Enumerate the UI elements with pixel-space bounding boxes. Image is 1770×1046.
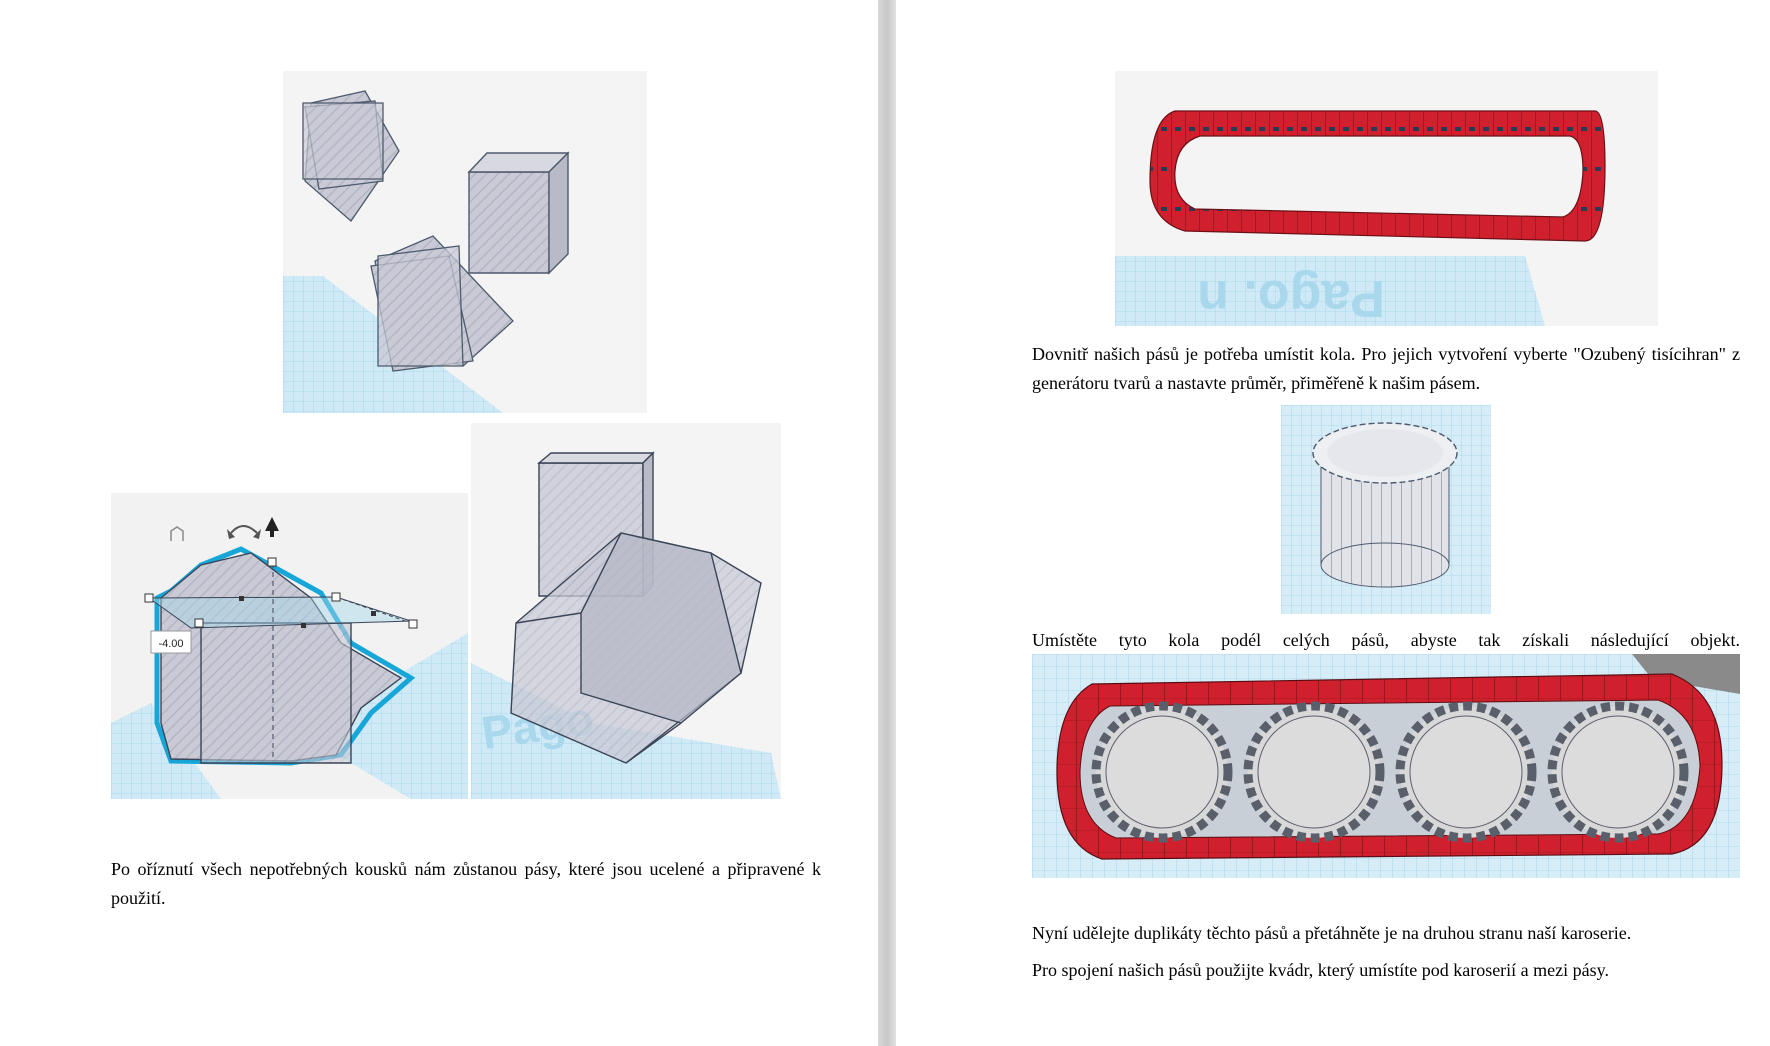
right-paragraph-4: Pro spojení našich pásů použijte kvádr, … (1032, 960, 1609, 980)
measure-value: -4.00 (158, 638, 183, 650)
figure-gear (1281, 405, 1491, 614)
right-paragraph-1: Dovnitř našich pásů je potřeba umístit k… (1032, 344, 1740, 393)
figure-scattered-cubes (283, 71, 647, 413)
left-page: -4.00 (0, 0, 878, 1046)
rotate-arrow-icon (227, 525, 261, 539)
figure-track-wheels (1032, 654, 1740, 878)
selection-measure-svg: -4.00 (111, 517, 468, 799)
track-loop-svg: Pago. n (1115, 110, 1606, 326)
figure-selection-measure: -4.00 (111, 493, 468, 799)
right-paragraph-3: Nyní udělejte duplikáty těchto pásů a př… (1032, 923, 1632, 943)
figure-cubes-grid: Pago (471, 423, 781, 799)
figure-track-loop: Pago. n (1115, 71, 1658, 326)
right-paragraph-2: Umístěte tyto kola podél celých pásů, ab… (1032, 630, 1740, 650)
cubes-grid-svg: Pago (471, 451, 781, 799)
left-paragraph: Po oříznutí všech nepotřebných kousků ná… (111, 859, 821, 908)
track-watermark: Pago. n (1197, 269, 1385, 326)
track-wheels-svg (1032, 654, 1740, 878)
right-page: Pago. n Dovnitř našich pásů je potřeba u… (896, 0, 1770, 1046)
scattered-cubes-svg (283, 90, 570, 413)
lift-icon (170, 526, 184, 541)
page-gutter (878, 0, 896, 1046)
up-arrow-icon (265, 517, 279, 537)
gear-svg (1281, 405, 1491, 614)
